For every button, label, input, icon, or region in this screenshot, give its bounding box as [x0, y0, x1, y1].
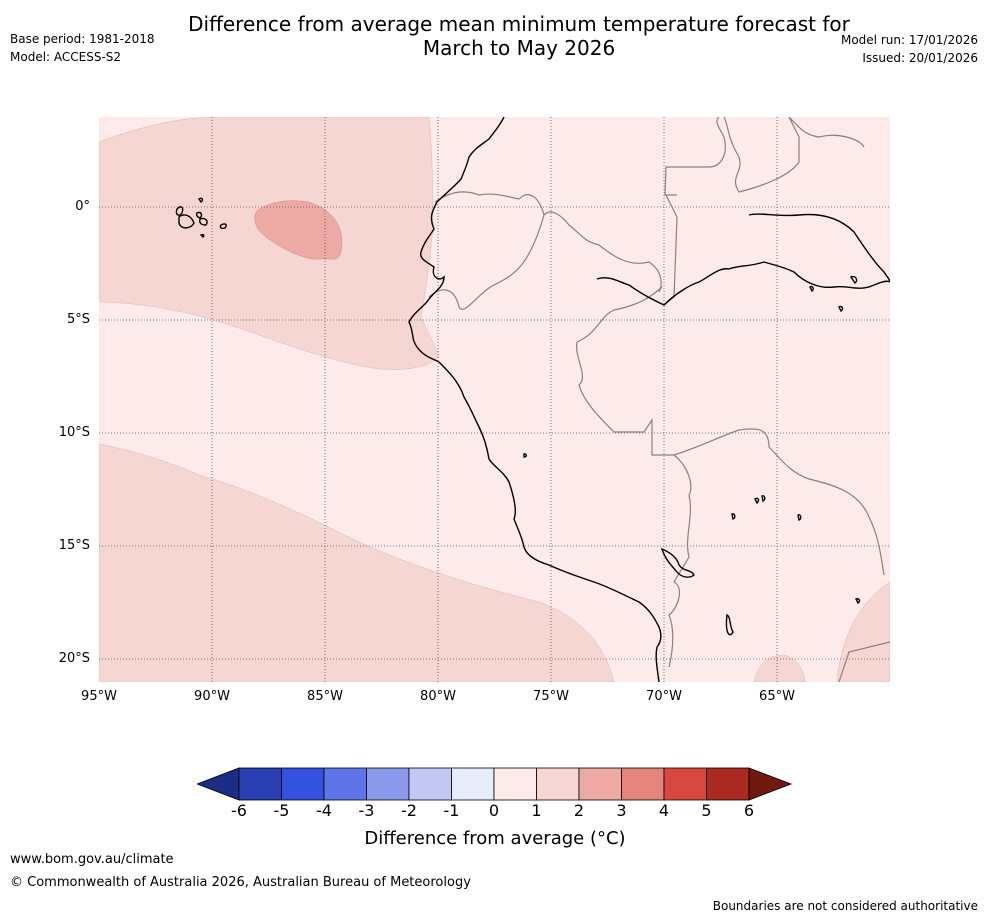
anomaly-1-2-region-south — [99, 443, 615, 682]
colorbar-segment — [663, 767, 707, 801]
colorbar-segment — [536, 767, 580, 801]
colorbar-tick-label: 6 — [743, 801, 755, 820]
footer-disclaimer: Boundaries are not considered authoritat… — [712, 899, 978, 913]
colorbar-tick-label: -1 — [443, 801, 460, 820]
colorbar-tick-label: 2 — [573, 801, 585, 820]
colorbar-segment — [408, 767, 452, 801]
colorbar-tick-label: -2 — [401, 801, 417, 820]
footer-copyright: © Commonwealth of Australia 2026, Austra… — [10, 875, 471, 890]
lon-label-70w: 70°W — [646, 689, 682, 704]
lon-label-75w: 75°W — [533, 689, 569, 704]
lon-label-85w: 85°W — [307, 689, 343, 704]
lon-label-95w: 95°W — [81, 689, 117, 704]
colorbar-segment — [621, 767, 665, 801]
chart-title: Difference from average mean minimum tem… — [0, 12, 988, 60]
colorbar-tick-label: -5 — [273, 801, 290, 820]
lat-label-15s: 15°S — [58, 538, 90, 553]
colorbar — [197, 767, 793, 801]
anomaly-1-2-region-east — [836, 581, 890, 682]
colorbar-segment — [493, 767, 537, 801]
coastline — [175, 117, 890, 682]
meta-left: Base period: 1981-2018 Model: ACCESS-S2 — [10, 30, 155, 66]
colorbar-label: Difference from average (°C) — [364, 828, 626, 849]
colorbar-tick-label: 4 — [658, 801, 670, 820]
meta-right: Model run: 17/01/2026 Issued: 20/01/2026 — [841, 31, 978, 67]
colorbar-segment — [323, 767, 367, 801]
lat-label-20s: 20°S — [58, 651, 90, 666]
colorbar-segment — [578, 767, 622, 801]
gridlines — [99, 117, 890, 682]
base-period: Base period: 1981-2018 — [10, 32, 155, 46]
lat-label-5s: 5°S — [66, 312, 90, 327]
lon-label-65w: 65°W — [759, 689, 795, 704]
country-borders — [428, 117, 890, 682]
title-line-1: Difference from average mean minimum tem… — [188, 12, 850, 36]
colorbar-tick-label: 5 — [701, 801, 712, 820]
anomaly-1-2-region-southeast — [753, 654, 806, 682]
colorbar-tick-label: 3 — [616, 801, 627, 820]
anomaly-2-3-region — [254, 200, 343, 260]
colorbar-segment — [281, 767, 325, 801]
colorbar-tick-label: 0 — [488, 801, 500, 820]
colorbar-segment — [366, 767, 410, 801]
issued-date: Issued: 20/01/2026 — [862, 51, 978, 65]
anomaly-1-2-region-north — [99, 117, 440, 370]
lat-label-0: 0° — [75, 199, 90, 214]
lon-label-90w: 90°W — [194, 689, 230, 704]
colorbar-segment — [706, 767, 750, 801]
colorbar-tick-label: 1 — [531, 801, 542, 820]
colorbar-tick-label: -6 — [231, 801, 247, 820]
colorbar-arrow-low — [197, 767, 240, 801]
colorbar-tick-label: -3 — [358, 801, 375, 820]
forecast-map — [99, 117, 890, 682]
colorbar-arrow-high — [748, 767, 793, 801]
colorbar-segment — [451, 767, 495, 801]
title-line-2: March to May 2026 — [422, 36, 616, 60]
colorbar-segment — [238, 767, 282, 801]
model-run: Model run: 17/01/2026 — [840, 33, 978, 47]
lat-label-10s: 10°S — [58, 425, 90, 440]
lon-label-80w: 80°W — [420, 689, 456, 704]
model-name: Model: ACCESS-S2 — [10, 50, 122, 64]
footer-url[interactable]: www.bom.gov.au/climate — [10, 852, 174, 867]
colorbar-tick-label: -4 — [316, 801, 332, 820]
